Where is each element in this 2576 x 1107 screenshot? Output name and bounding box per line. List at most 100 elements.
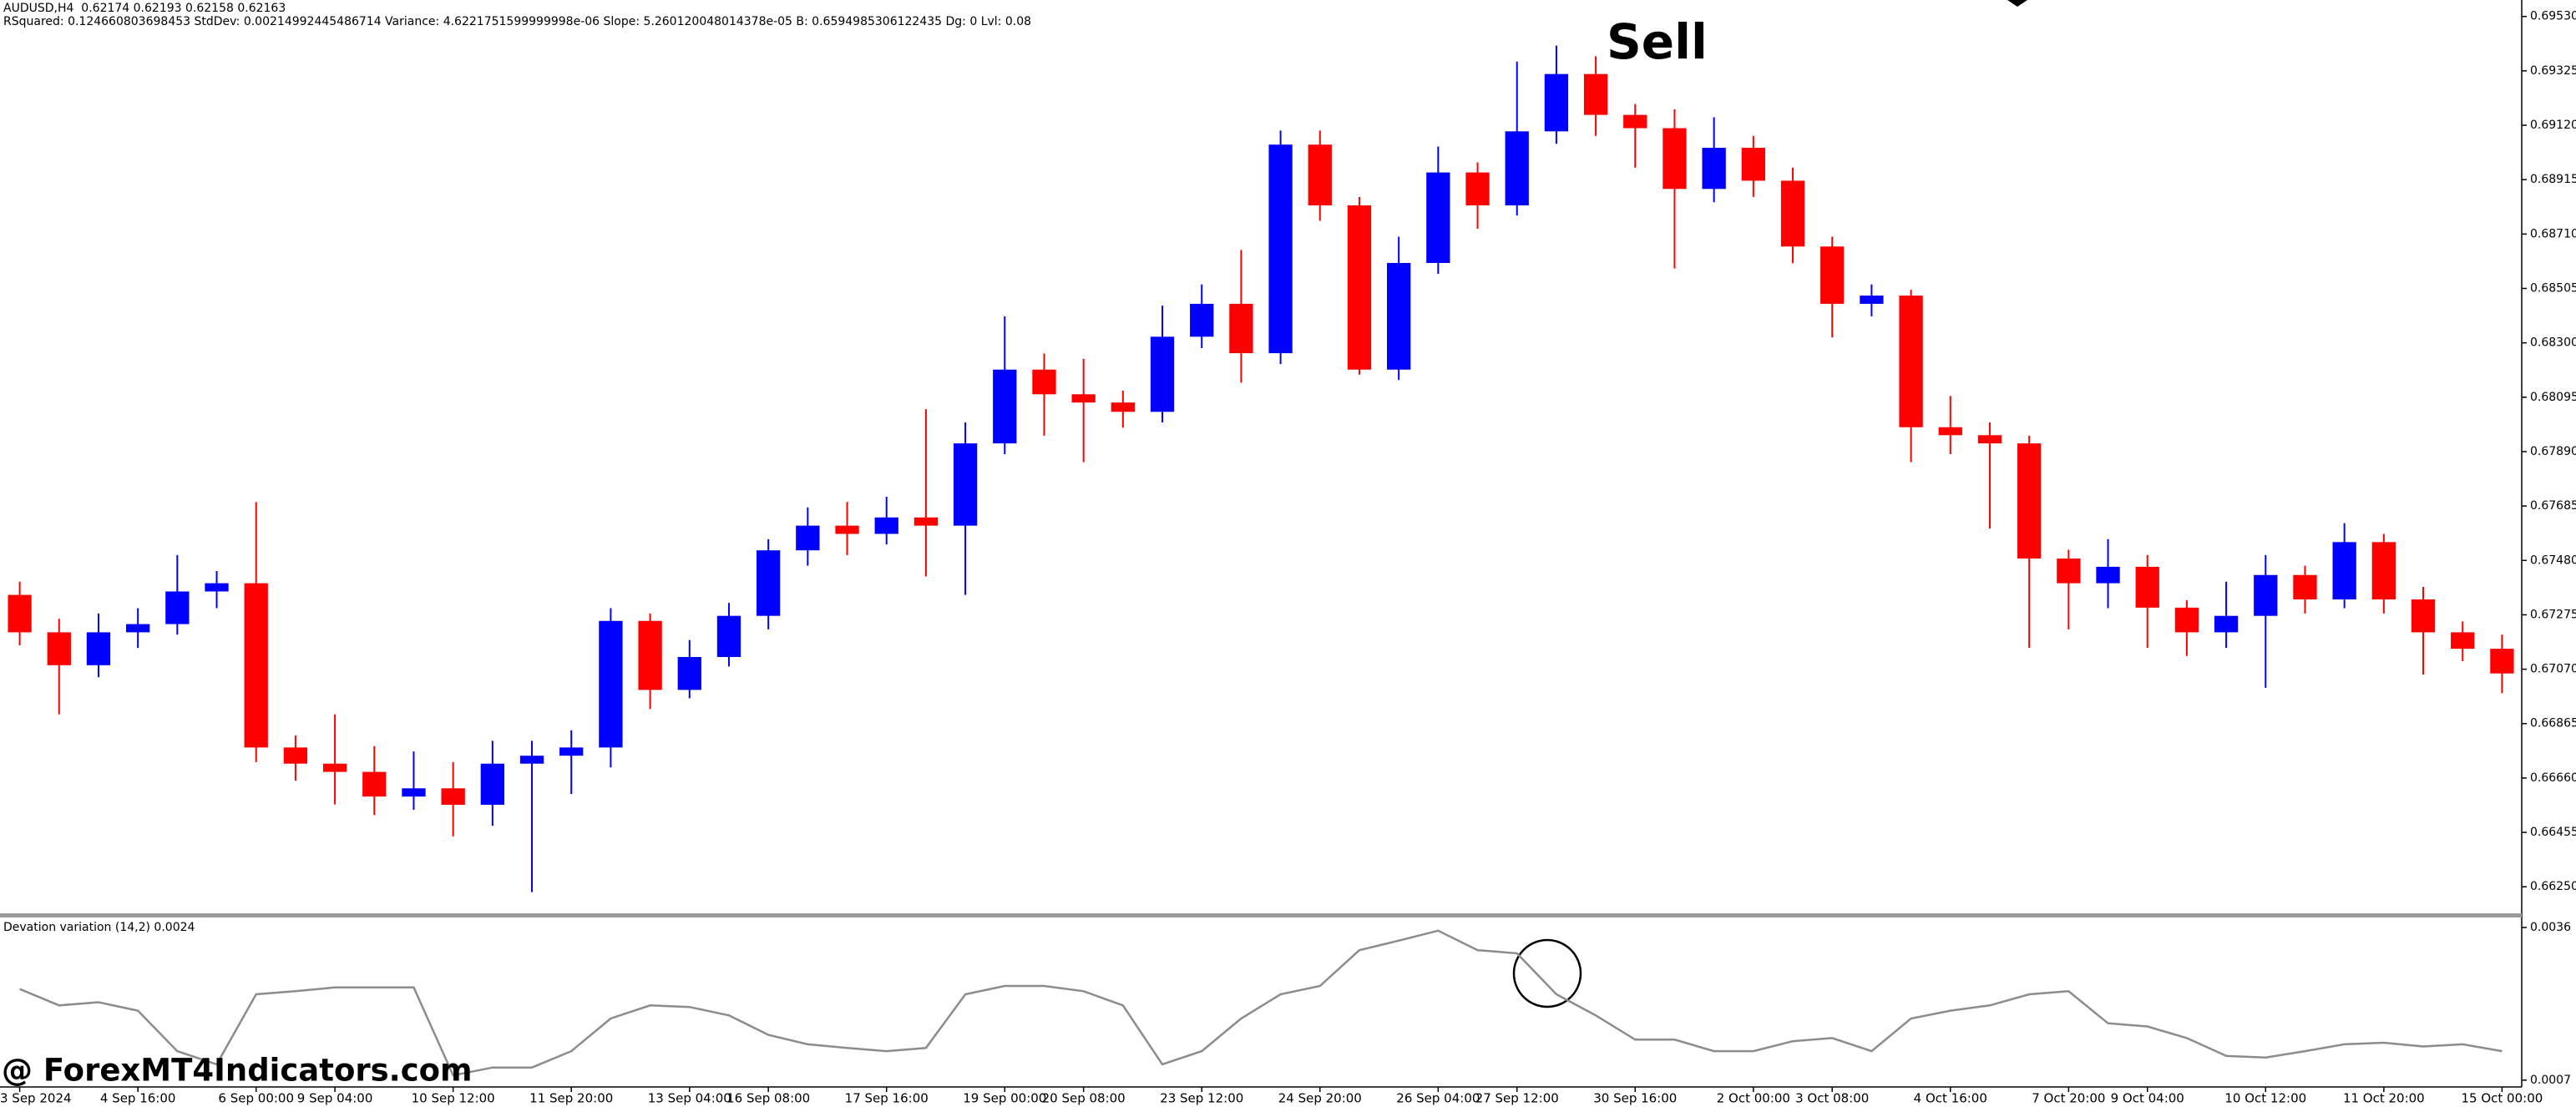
x-tick-label: 23 Sep 12:00 [1160, 1091, 1243, 1106]
candle-body [1860, 296, 1884, 304]
y-tick-label: 0.67685 [2530, 499, 2576, 513]
candle-body [2293, 574, 2317, 599]
candle-body [2411, 599, 2436, 633]
x-tick-label: 19 Sep 00:00 [963, 1091, 1046, 1106]
candle-body [1663, 128, 1687, 190]
candle-body [1426, 172, 1450, 263]
x-tick-label: 3 Sep 2024 [0, 1091, 72, 1106]
candle-body [953, 443, 978, 526]
y-tick-label: 0.68915 [2530, 173, 2576, 186]
x-tick-label: 10 Sep 12:00 [412, 1091, 495, 1106]
candle-body [1071, 394, 1096, 403]
candle-body [126, 624, 150, 633]
candle-body [402, 788, 426, 797]
x-tick-label: 20 Sep 08:00 [1042, 1091, 1126, 1106]
candle-body [874, 517, 898, 534]
candle-body [993, 369, 1017, 444]
x-tick-label: 2 Oct 00:00 [1717, 1091, 1790, 1106]
candle-body [1190, 303, 1214, 337]
y-tick-label: 0.68095 [2530, 391, 2576, 404]
candle-body [1583, 73, 1608, 115]
candle-body [913, 517, 939, 526]
x-tick-label: 13 Sep 04:00 [648, 1091, 731, 1106]
sell-annotation: Sell [1607, 13, 1708, 70]
candle-body [677, 656, 701, 690]
x-tick-label: 4 Oct 16:00 [1914, 1091, 1987, 1106]
x-tick-label: 11 Sep 20:00 [529, 1091, 613, 1106]
candle-body [1544, 73, 1569, 132]
candle-body [1505, 131, 1529, 206]
y-tick-label: 0.68710 [2530, 227, 2576, 240]
x-tick-label: 7 Oct 20:00 [2032, 1091, 2105, 1106]
x-tick-label: 17 Sep 16:00 [845, 1091, 929, 1106]
candle-body [2017, 443, 2042, 559]
regression-stats: RSquared: 0.124660803698453 StdDev: 0.00… [3, 15, 1031, 28]
x-tick-label: 6 Sep 00:00 [218, 1091, 294, 1106]
candle-body [86, 632, 111, 665]
x-tick-label: 4 Sep 16:00 [100, 1091, 176, 1106]
candle-body [47, 632, 71, 665]
pane-separator [0, 913, 2522, 917]
candle-body [1780, 180, 1805, 247]
indicator-title: Devation variation (14,2) 0.0024 [3, 921, 195, 934]
candle-body [2174, 607, 2199, 633]
candle-body [2135, 566, 2159, 608]
candle-body [8, 594, 32, 633]
candle-body [1150, 336, 1175, 412]
candle-body [835, 525, 859, 534]
y-tick-label: 0.0036 [2530, 921, 2571, 934]
x-tick-label: 15 Oct 00:00 [2462, 1091, 2543, 1106]
candle-body [441, 788, 465, 806]
x-tick-label: 3 Oct 08:00 [1795, 1091, 1869, 1106]
y-tick-label: 0.69325 [2530, 64, 2576, 78]
y-tick-label: 0.67890 [2530, 445, 2576, 458]
y-tick-label: 0.66250 [2530, 880, 2576, 893]
indicator-line [19, 929, 2503, 1077]
candle-body [1977, 435, 2002, 444]
arrow-marker [2007, 0, 2027, 7]
candle-body [716, 615, 741, 657]
candle-body [796, 525, 820, 551]
candle-body [2057, 559, 2081, 584]
candle-body [205, 583, 229, 592]
candle-body [2490, 649, 2514, 674]
candle-body [362, 771, 387, 797]
candle-body [757, 550, 781, 616]
x-tick-label: 10 Oct 12:00 [2224, 1091, 2306, 1106]
candle-body [1229, 303, 1253, 354]
y-tick-label: 0.68300 [2530, 336, 2576, 350]
candle-body [1111, 402, 1135, 412]
candle-body [519, 756, 544, 764]
candle-body [2096, 566, 2120, 584]
y-tick-label: 0.66865 [2530, 717, 2576, 730]
y-tick-label: 0.69120 [2530, 119, 2576, 132]
candle-body [559, 747, 584, 756]
y-tick-label: 0.67480 [2530, 554, 2576, 567]
x-tick-label: 24 Sep 20:00 [1278, 1091, 1362, 1106]
candle-body [1899, 296, 1923, 427]
x-tick-label: 16 Sep 08:00 [726, 1091, 810, 1106]
x-tick-label: 9 Oct 04:00 [2111, 1091, 2184, 1106]
x-tick-label: 11 Oct 20:00 [2343, 1091, 2425, 1106]
candle-body [1032, 369, 1056, 395]
x-tick-label: 30 Sep 16:00 [1593, 1091, 1677, 1106]
y-tick-label: 0.66660 [2530, 771, 2576, 785]
candle-body [2332, 542, 2356, 599]
candle-body [1268, 144, 1293, 354]
candle-body [1623, 114, 1647, 129]
candle-body [2214, 615, 2239, 633]
highlight-circle [1512, 938, 1582, 1008]
candle-body [1465, 172, 1490, 206]
y-tick-label: 0.67070 [2530, 663, 2576, 676]
x-tick-label: 26 Sep 04:00 [1396, 1091, 1480, 1106]
candle-body [283, 747, 308, 764]
x-tick-label: 27 Sep 12:00 [1475, 1091, 1559, 1106]
y-tick-label: 0.66455 [2530, 826, 2576, 839]
x-tick-label: 9 Sep 04:00 [297, 1091, 373, 1106]
candle-body [1741, 148, 1765, 181]
candle-body [244, 583, 268, 748]
y-tick-label: 0.69530 [2530, 10, 2576, 23]
y-tick-label: 0.0007 [2530, 1074, 2571, 1087]
